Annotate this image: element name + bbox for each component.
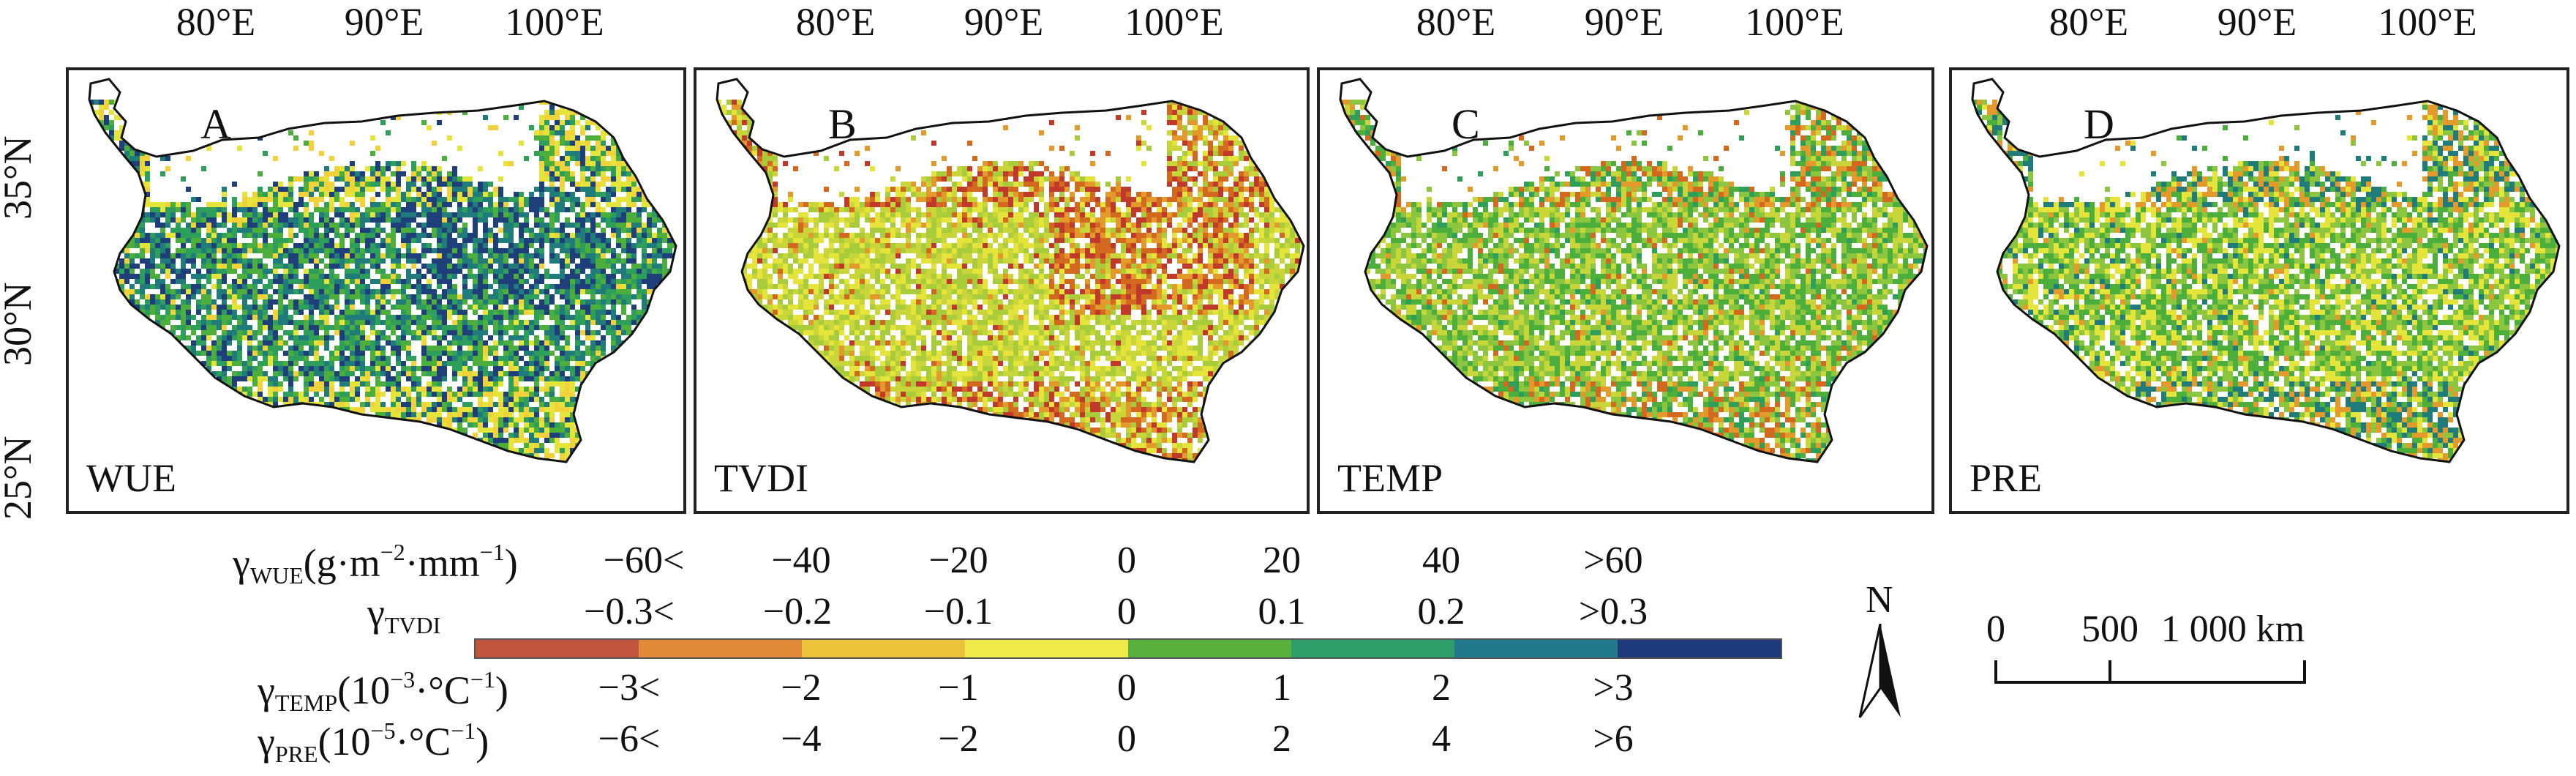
north-arrow-icon	[1858, 624, 1901, 718]
lat-label-25n: 25°N	[0, 436, 40, 520]
map-panel-wue: A WUE	[66, 67, 686, 514]
panel-name: WUE	[86, 455, 176, 501]
lon-label-80e: 80°E	[176, 0, 256, 44]
tick: >3	[1593, 666, 1633, 709]
panel-name: TVDI	[714, 455, 808, 501]
map-panel-temp: C TEMP	[1317, 67, 1934, 514]
panel-letter: A	[200, 100, 231, 149]
tick: 0	[1117, 590, 1136, 633]
colorbar-segment	[1128, 640, 1291, 657]
tick: −0.3<	[584, 590, 675, 633]
colorbar-segment	[476, 640, 639, 657]
tick: −4	[781, 717, 821, 761]
map-panel-tvdi: B TVDI	[694, 67, 1310, 514]
tibetan-plateau-map	[88, 78, 677, 463]
tick: 1	[1272, 666, 1291, 709]
map-panel-pre: D PRE	[1949, 67, 2569, 514]
colorbar-segment	[965, 640, 1128, 657]
legend-row-temp-label: γTEMP(10−3·°C−1)	[258, 666, 508, 717]
tick: −60<	[604, 539, 685, 582]
scale-label-1000: 1 000 km	[2161, 608, 2305, 651]
tick: 0.1	[1258, 590, 1306, 633]
lon-label-80e: 80°E	[796, 0, 876, 44]
legend-colorbar	[474, 638, 1782, 659]
lon-label-80e: 80°E	[1416, 0, 1496, 44]
tick: 4	[1432, 717, 1451, 761]
plateau-outline	[88, 78, 677, 463]
tick: 2	[1432, 666, 1451, 709]
scale-label-0: 0	[1986, 608, 2005, 651]
map-raster	[717, 100, 1304, 462]
tick: 20	[1263, 539, 1301, 582]
legend-row-wue-label: γWUE(g·m−2·mm−1)	[233, 539, 518, 589]
north-arrow: N	[1844, 578, 1917, 725]
legend-row-pre-label: γPRE(10−5·°C−1)	[258, 717, 489, 768]
panel-letter: C	[1452, 100, 1480, 149]
legend-row-tvdi-label: γTVDI	[367, 590, 440, 639]
tick: −1	[938, 666, 978, 709]
lon-label-80e: 80°E	[2049, 0, 2129, 44]
panel-letter: B	[828, 100, 857, 149]
tick: >0.3	[1579, 590, 1648, 633]
plateau-outline	[716, 78, 1305, 463]
colorbar-segment	[639, 640, 802, 657]
tibetan-plateau-map	[716, 78, 1305, 463]
panel-letter: D	[2084, 100, 2114, 149]
scale-bar: 0 500 1 000 km	[1975, 608, 2356, 695]
tibetan-plateau-map	[1971, 78, 2561, 463]
lon-label-90e: 90°E	[2218, 0, 2297, 44]
tick: −3<	[598, 666, 661, 709]
tick: 40	[1422, 539, 1460, 582]
lat-label-35n: 35°N	[0, 135, 40, 220]
panel-name: TEMP	[1337, 455, 1443, 501]
tick: −0.1	[924, 590, 993, 633]
colorbar-segment	[1618, 640, 1781, 657]
lat-label-30n: 30°N	[0, 282, 40, 366]
scale-label-500: 500	[2081, 608, 2138, 651]
colorbar-segment	[802, 640, 965, 657]
map-raster	[89, 100, 676, 462]
tick: −0.2	[763, 590, 832, 633]
colorbar-segment	[1454, 640, 1618, 657]
tick: 2	[1272, 717, 1291, 761]
scale-bar-line	[1994, 660, 2306, 684]
map-raster	[1340, 100, 1927, 462]
tick: >60	[1583, 539, 1642, 582]
tibetan-plateau-map	[1339, 78, 1929, 463]
tick: −2	[938, 717, 978, 761]
plateau-outline	[1971, 78, 2561, 463]
tick: 0.2	[1418, 590, 1465, 633]
tick: 0	[1117, 717, 1136, 761]
lon-label-90e: 90°E	[964, 0, 1044, 44]
tick: −20	[928, 539, 988, 582]
tick: 0	[1117, 666, 1136, 709]
lon-label-100e: 100°E	[505, 0, 604, 44]
tick: −6<	[598, 717, 661, 761]
panel-name: PRE	[1969, 455, 2042, 501]
lon-label-100e: 100°E	[2378, 0, 2477, 44]
colorbar-segment	[1291, 640, 1454, 657]
lon-label-90e: 90°E	[345, 0, 424, 44]
lon-label-90e: 90°E	[1585, 0, 1664, 44]
tick: 0	[1117, 539, 1136, 582]
tick: −40	[771, 539, 830, 582]
lon-label-100e: 100°E	[1745, 0, 1844, 44]
north-label: N	[1866, 578, 1893, 622]
tick: >6	[1593, 717, 1633, 761]
plateau-outline	[1339, 78, 1929, 463]
map-raster	[1972, 100, 2559, 462]
lon-label-100e: 100°E	[1124, 0, 1224, 44]
tick: −2	[781, 666, 821, 709]
